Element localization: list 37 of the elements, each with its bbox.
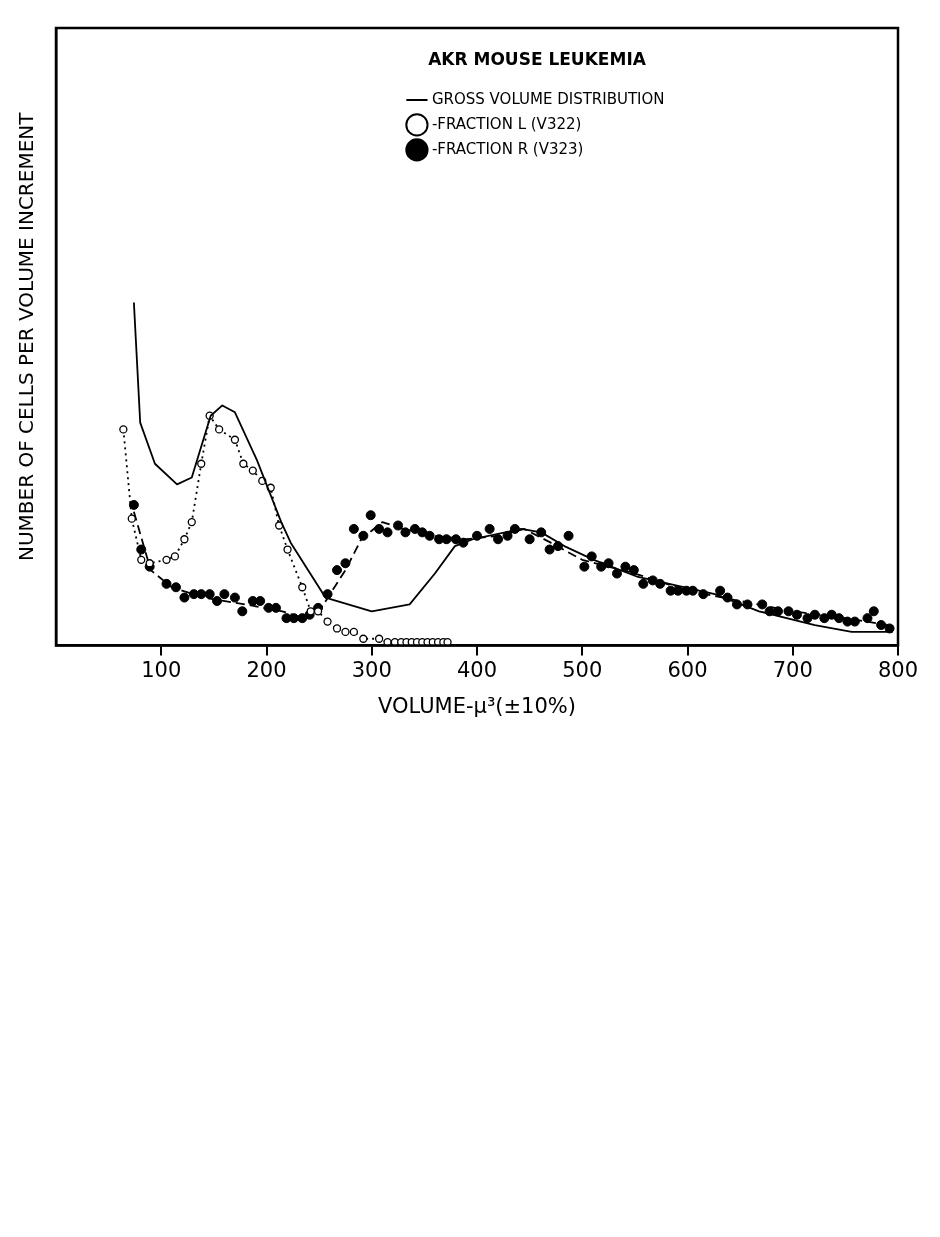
point <box>214 425 224 434</box>
point <box>341 627 350 637</box>
point <box>248 466 257 475</box>
legend-title: AKR MOUSE LEUKEMIA <box>428 48 647 69</box>
x-tick-label: 200 <box>246 657 287 682</box>
point <box>298 583 307 592</box>
point <box>374 634 384 643</box>
point <box>306 607 315 616</box>
point <box>349 627 359 637</box>
x-tick-label: 100 <box>141 657 182 682</box>
point <box>313 607 323 616</box>
legend-label: GROSS VOLUME DISTRIBUTION <box>431 89 665 108</box>
point <box>323 617 332 626</box>
x-tick-label: 800 <box>877 657 919 682</box>
point <box>230 435 240 444</box>
point <box>180 535 189 544</box>
point <box>283 545 292 554</box>
point <box>170 552 180 561</box>
point <box>359 634 368 643</box>
point <box>145 559 154 568</box>
point <box>127 514 136 523</box>
point <box>197 459 206 468</box>
x-tick-label: 700 <box>772 657 813 682</box>
x-tick-label: 600 <box>667 657 708 682</box>
point <box>137 555 146 564</box>
point <box>162 555 171 564</box>
point <box>187 517 196 527</box>
point <box>119 425 128 434</box>
point <box>239 459 248 468</box>
legend-label: -FRACTION R (V323) <box>431 139 584 158</box>
y-axis-title: NUMBER OF CELLS PER VOLUME INCREMENT <box>14 111 39 562</box>
legend-label: -FRACTION L (V322) <box>431 114 582 133</box>
x-tick-label: 500 <box>562 657 603 682</box>
point <box>332 624 342 633</box>
x-axis-title: VOLUME-μ³(±10%) <box>378 693 576 718</box>
x-tick-label: 400 <box>456 657 498 682</box>
x-tick-label: 300 <box>351 657 392 682</box>
